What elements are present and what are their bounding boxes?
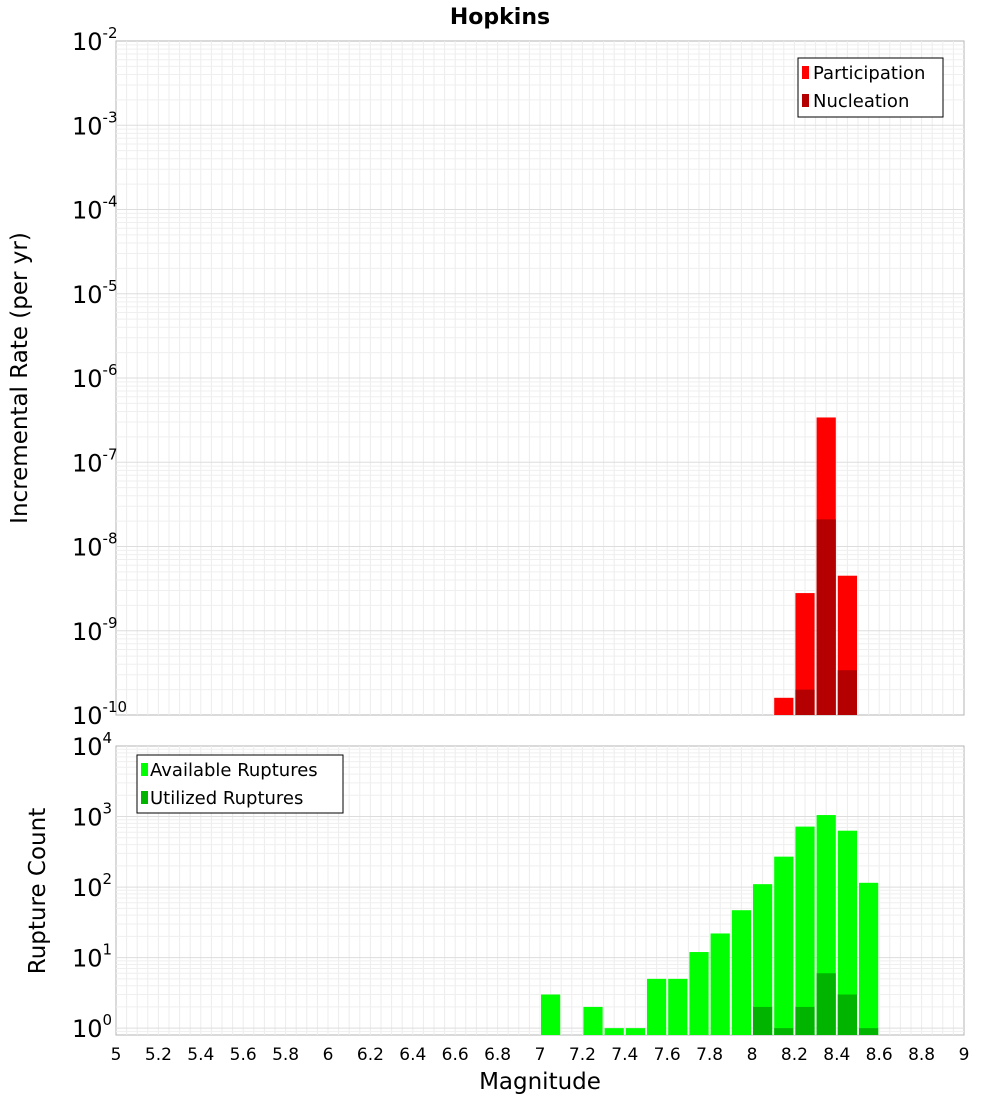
x-tick-label: 8.8 xyxy=(908,1045,935,1065)
rate-secondary-bar xyxy=(816,519,836,715)
x-tick-label: 6.8 xyxy=(484,1045,511,1065)
rate-legend-box xyxy=(797,57,944,118)
x-tick-label: 8.4 xyxy=(823,1045,850,1065)
count-panel: 100 101 102 103 104 5 5.2 5.4 5.6 5.8 6 6.2 6.4 6.6 6… xyxy=(25,729,969,1095)
count-x-tick-labels: 5 5.2 5.4 5.6 5.8 6 6.2 6.4 6.6 6.8 7 7.2 7.4 7.6 7.8 8… xyxy=(111,1045,970,1065)
count-secondary-bar xyxy=(753,1006,773,1035)
y-tick-label: 10-4 xyxy=(72,193,118,225)
legend-utilized-label: Utilized Ruptures xyxy=(150,788,303,809)
count-primary-bar xyxy=(753,884,773,1035)
legend-participation-label: Participation xyxy=(813,63,925,84)
rate-gridlines xyxy=(116,41,964,715)
x-tick-label: 7.4 xyxy=(611,1045,638,1065)
count-primary-bar xyxy=(837,830,857,1035)
rate-bars xyxy=(774,417,857,715)
count-y-axis-label: Rupture Count xyxy=(25,808,51,974)
x-tick-label: 6.4 xyxy=(399,1045,426,1065)
x-tick-label: 7 xyxy=(535,1045,546,1065)
count-secondary-bar xyxy=(774,1028,794,1035)
count-bars xyxy=(541,815,879,1035)
count-primary-bar xyxy=(583,1006,603,1035)
x-tick-label: 6.2 xyxy=(357,1045,384,1065)
count-primary-bar xyxy=(859,882,879,1035)
count-primary-bar xyxy=(689,952,709,1035)
rate-legend: Participation Nucleation xyxy=(797,57,944,118)
y-tick-label: 10-2 xyxy=(72,24,118,56)
count-primary-bar xyxy=(668,978,688,1035)
count-primary-bar xyxy=(647,978,667,1035)
x-tick-label: 7.8 xyxy=(696,1045,723,1065)
rate-y-tick-labels: 10-10 10-9 10-8 10-7 10-6 10-5 10-4 10-3 10-2 xyxy=(72,24,127,730)
x-tick-label: 5.2 xyxy=(145,1045,172,1065)
count-secondary-bar xyxy=(837,994,857,1035)
y-tick-label: 10-7 xyxy=(72,445,118,477)
count-primary-bar xyxy=(625,1028,645,1035)
count-primary-bar xyxy=(604,1028,624,1035)
count-legend: Available Ruptures Utilized Ruptures xyxy=(136,754,344,814)
chart-title: Hopkins xyxy=(450,5,550,30)
y-tick-label: 103 xyxy=(72,800,112,832)
rate-primary-bar xyxy=(795,593,815,715)
y-tick-label: 10-6 xyxy=(72,361,118,393)
legend-participation-swatch xyxy=(802,66,809,79)
y-tick-label: 10-9 xyxy=(72,614,118,646)
rate-secondary-bar xyxy=(795,689,815,715)
y-tick-label: 10-10 xyxy=(72,698,127,730)
rate-secondary-bar xyxy=(837,670,857,715)
x-tick-label: 8.2 xyxy=(781,1045,808,1065)
count-primary-bar xyxy=(795,826,815,1035)
count-primary-bar xyxy=(731,910,751,1035)
x-tick-label: 8.6 xyxy=(866,1045,893,1065)
count-y-tick-labels: 100 101 102 103 104 xyxy=(72,729,112,1043)
x-tick-label: 7.2 xyxy=(569,1045,596,1065)
y-tick-label: 102 xyxy=(72,870,112,902)
x-tick-label: 5.4 xyxy=(187,1045,214,1065)
y-tick-label: 10-8 xyxy=(72,530,118,562)
count-primary-bar xyxy=(710,933,730,1035)
count-primary-bar xyxy=(541,994,561,1035)
x-tick-label: 8 xyxy=(747,1045,758,1065)
rate-primary-bar xyxy=(774,697,794,715)
x-tick-label: 7.6 xyxy=(654,1045,681,1065)
x-tick-label: 5.6 xyxy=(230,1045,257,1065)
legend-utilized-swatch xyxy=(141,791,148,804)
y-tick-label: 10-5 xyxy=(72,277,118,309)
y-tick-label: 104 xyxy=(72,729,112,761)
legend-nucleation-label: Nucleation xyxy=(813,91,909,112)
legend-available-swatch xyxy=(141,763,148,776)
y-tick-label: 101 xyxy=(72,941,112,973)
count-secondary-bar xyxy=(816,973,836,1035)
x-tick-label: 5 xyxy=(111,1045,122,1065)
x-tick-label: 5.8 xyxy=(272,1045,299,1065)
rate-panel: 10-10 10-9 10-8 10-7 10-6 10-5 10-4 10-3 10-2 In… xyxy=(7,24,965,730)
x-tick-label: 6 xyxy=(323,1045,334,1065)
x-tick-label: 9 xyxy=(959,1045,970,1065)
legend-nucleation-swatch xyxy=(802,94,809,107)
count-secondary-bar xyxy=(795,1006,815,1035)
count-x-axis-label: Magnitude xyxy=(479,1069,601,1095)
y-tick-label: 100 xyxy=(72,1011,112,1043)
count-primary-bar xyxy=(774,856,794,1035)
count-secondary-bar xyxy=(859,1028,879,1035)
count-legend-box xyxy=(136,754,344,814)
legend-available-label: Available Ruptures xyxy=(150,760,318,781)
y-tick-label: 10-3 xyxy=(72,108,118,140)
x-tick-label: 6.6 xyxy=(442,1045,469,1065)
rate-y-axis-label: Incremental Rate (per yr) xyxy=(7,232,33,524)
